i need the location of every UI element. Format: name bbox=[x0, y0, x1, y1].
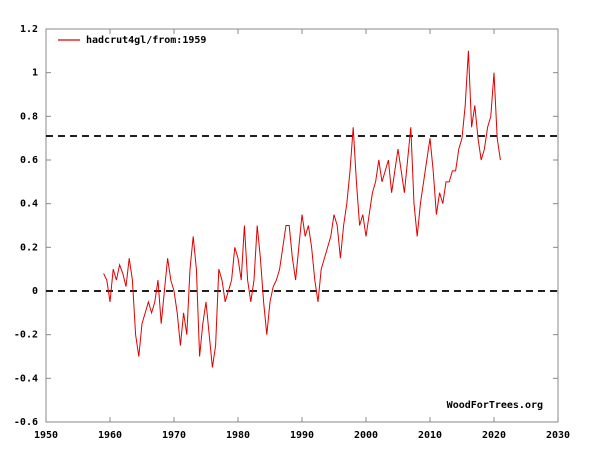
y-tick-label: 0 bbox=[32, 286, 38, 297]
y-tick-label: -0.2 bbox=[14, 330, 38, 341]
x-tick-label: 2010 bbox=[418, 430, 442, 441]
y-tick-label: -0.4 bbox=[14, 373, 38, 384]
annotation: WoodForTrees.org bbox=[447, 400, 543, 411]
x-tick-label: 1980 bbox=[226, 430, 250, 441]
y-tick-label: 1 bbox=[32, 68, 38, 79]
x-tick-label: 1950 bbox=[34, 430, 58, 441]
x-tick-label: 1990 bbox=[290, 430, 314, 441]
x-tick-label: 1960 bbox=[98, 430, 122, 441]
legend-label: hadcrut4gl/from:1959 bbox=[86, 35, 206, 46]
x-tick-label: 2020 bbox=[482, 430, 506, 441]
y-tick-label: 1.2 bbox=[20, 24, 38, 35]
y-tick-label: 0.2 bbox=[20, 242, 38, 253]
y-tick-label: 0.8 bbox=[20, 111, 38, 122]
x-tick-label: 2030 bbox=[546, 430, 570, 441]
x-tick-label: 2000 bbox=[354, 430, 378, 441]
data-line bbox=[103, 50, 501, 368]
x-tick-label: 1970 bbox=[162, 430, 186, 441]
y-tick-label: 0.4 bbox=[20, 199, 38, 210]
plot-frame bbox=[45, 28, 559, 423]
y-tick-label: -0.6 bbox=[14, 417, 38, 428]
y-tick-label: 0.6 bbox=[20, 155, 38, 166]
